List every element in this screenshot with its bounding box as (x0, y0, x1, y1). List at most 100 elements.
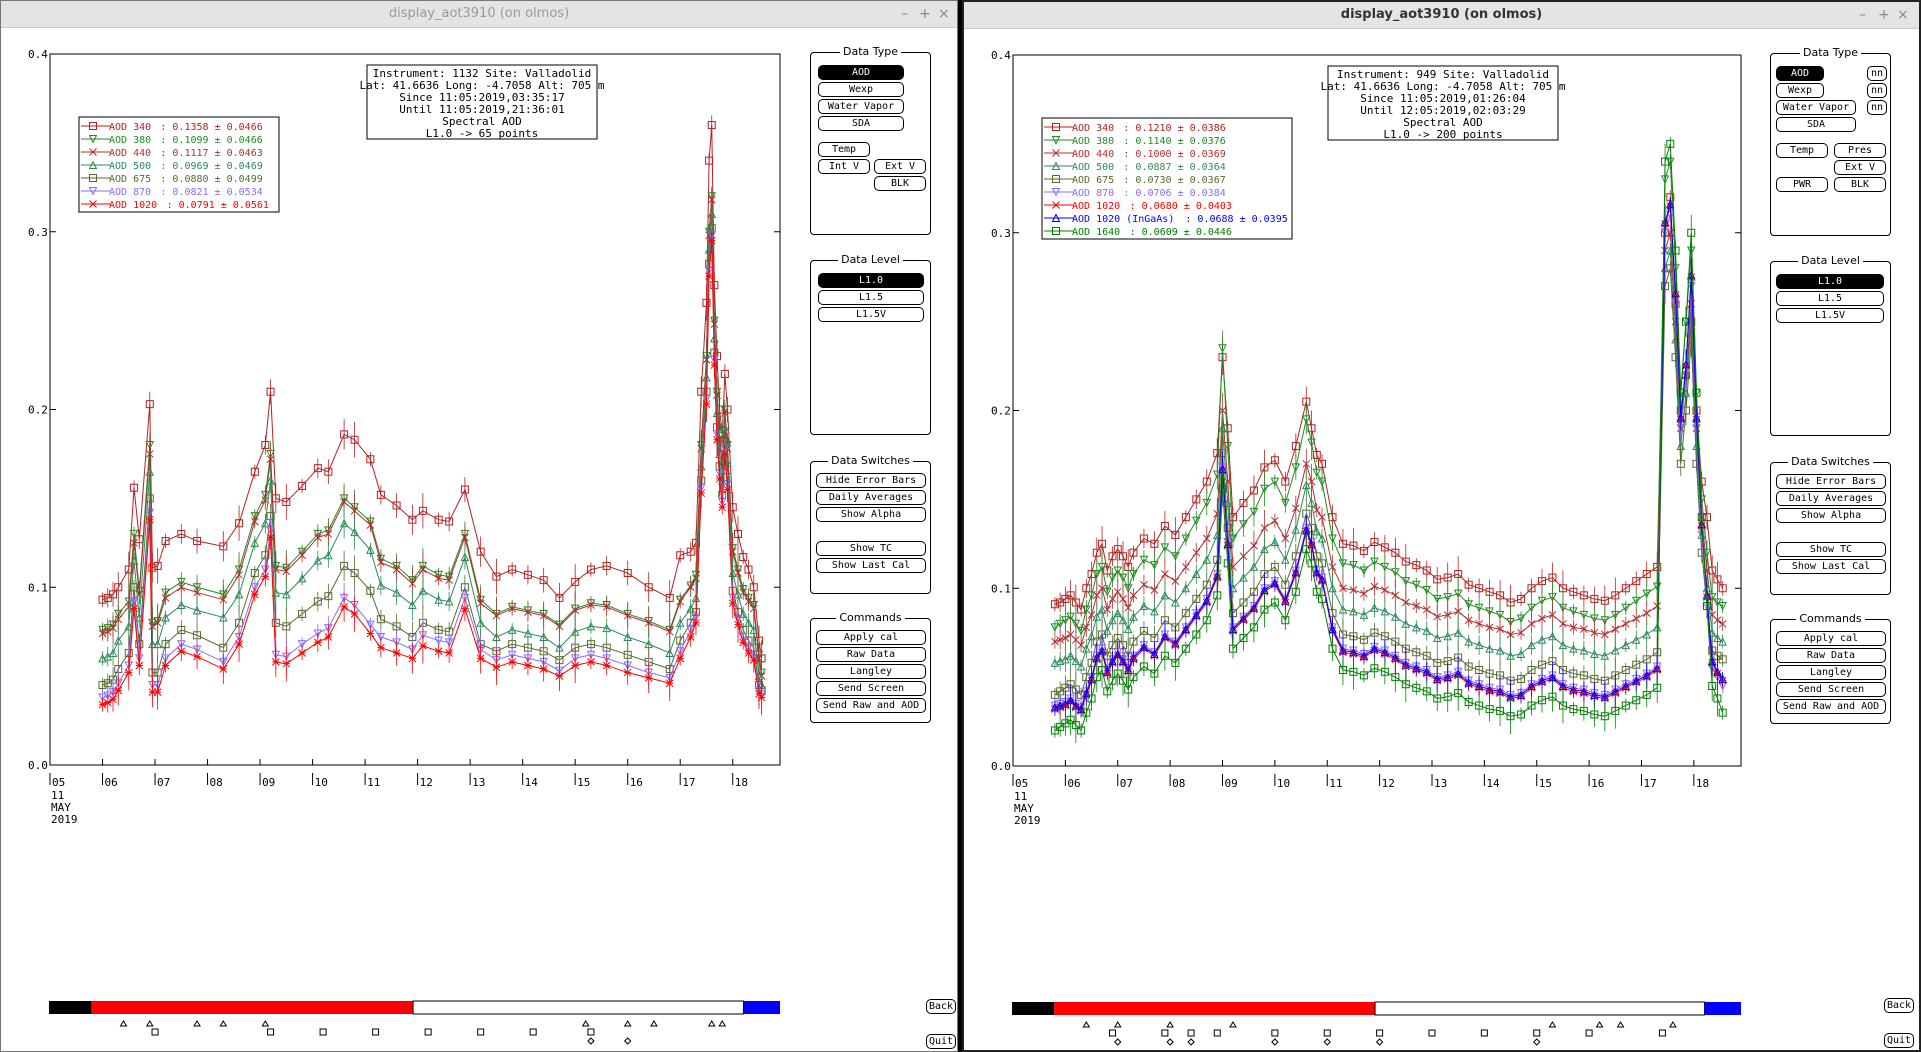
data-point (89, 174, 97, 182)
nn-button[interactable]: nn (1867, 66, 1887, 81)
daily-averages-button[interactable]: Daily Averages (816, 490, 926, 505)
level-l15-button[interactable]: L1.5 (818, 290, 924, 305)
level-l15v-button[interactable]: L1.5V (1776, 308, 1884, 323)
data-point (1077, 641, 1085, 649)
data-point (1718, 619, 1727, 628)
send-raw-aod-button[interactable]: Send Raw and AOD (816, 698, 926, 713)
maximize-icon[interactable]: + (1878, 7, 1890, 23)
data-point (129, 529, 139, 539)
data-point (1181, 609, 1190, 618)
measurement-marker (319, 1028, 327, 1036)
maximize-icon[interactable]: + (919, 6, 931, 22)
send-screen-button[interactable]: Send Screen (1776, 682, 1886, 697)
minimize-icon[interactable]: – (1859, 7, 1866, 23)
data-point (539, 611, 548, 620)
data-point (707, 209, 717, 218)
show-tc-button[interactable]: Show TC (1776, 542, 1886, 557)
raw-data-button[interactable]: Raw Data (816, 647, 926, 662)
pwr-button[interactable]: PWR (1776, 177, 1828, 192)
wexp-button[interactable]: Wexp (1776, 83, 1824, 98)
aod-button[interactable]: AOD (818, 65, 904, 80)
water-vapor-button[interactable]: Water Vapor (818, 99, 904, 114)
send-screen-button[interactable]: Send Screen (816, 681, 926, 696)
langley-button[interactable]: Langley (816, 664, 926, 679)
data-point (266, 387, 275, 396)
langley-button[interactable]: Langley (1776, 665, 1886, 680)
sda-button[interactable]: SDA (818, 116, 904, 131)
data-point (1359, 671, 1368, 680)
data-point (1611, 706, 1620, 715)
quit-button[interactable]: Quit (1884, 1033, 1914, 1048)
data-point (602, 623, 612, 633)
data-point (1113, 566, 1123, 576)
data-point (434, 574, 443, 583)
data-point (713, 435, 721, 444)
data-point (1191, 610, 1201, 619)
back-button[interactable]: Back (1884, 998, 1914, 1013)
blk-button[interactable]: BLK (874, 176, 926, 191)
close-icon[interactable]: × (1897, 7, 1909, 23)
data-point (1661, 282, 1670, 291)
minimize-icon[interactable]: – (901, 6, 908, 22)
data-point (434, 515, 443, 524)
data-point (623, 611, 632, 620)
temp-button[interactable]: Temp (818, 142, 870, 157)
data-point (1218, 344, 1227, 353)
data-point (602, 561, 611, 570)
hide-error-bars-button[interactable]: Hide Error Bars (816, 473, 926, 488)
quit-button[interactable]: Quit (926, 1034, 956, 1049)
show-last-cal-button[interactable]: Show Last Cal (1776, 559, 1886, 574)
pres-button[interactable]: Pres (1834, 143, 1886, 158)
data-point (492, 572, 501, 581)
back-button[interactable]: Back (926, 999, 956, 1014)
water-vapor-button[interactable]: Water Vapor (1776, 100, 1856, 115)
legend-value: : 0.0887 ± 0.0364 (1123, 162, 1225, 173)
show-alpha-button[interactable]: Show Alpha (816, 507, 926, 522)
measurement-marker (1271, 1029, 1279, 1037)
data-point (602, 654, 612, 663)
hide-error-bars-button[interactable]: Hide Error Bars (1776, 474, 1886, 489)
data-point (1051, 213, 1061, 222)
nn-button[interactable]: nn (1867, 100, 1887, 115)
nn-button[interactable]: nn (1867, 83, 1887, 98)
data-point (313, 533, 322, 542)
ext-v-button[interactable]: Ext V (874, 159, 926, 174)
temp-button[interactable]: Temp (1776, 143, 1828, 158)
aod-button[interactable]: AOD (1776, 66, 1824, 81)
legend-box (1041, 117, 1293, 240)
level-l10-button[interactable]: L1.0 (818, 273, 924, 288)
show-alpha-button[interactable]: Show Alpha (1776, 508, 1886, 523)
x-tick-label: 08 (210, 776, 223, 789)
daily-averages-button[interactable]: Daily Averages (1776, 491, 1886, 506)
wexp-button[interactable]: Wexp (818, 82, 904, 97)
data-point (1249, 623, 1258, 632)
legend-label: AOD 500 (1072, 162, 1114, 173)
sda-button[interactable]: SDA (1776, 117, 1856, 132)
data-point (1171, 552, 1180, 561)
x-tick-label: 12 (1382, 777, 1395, 790)
data-point (1066, 651, 1075, 660)
level-l10-button[interactable]: L1.0 (1776, 274, 1884, 289)
data-point (340, 602, 348, 611)
close-icon[interactable]: × (938, 6, 950, 22)
apply-cal-button[interactable]: Apply cal (1776, 631, 1886, 646)
show-tc-button[interactable]: Show TC (816, 541, 926, 556)
level-l15-button[interactable]: L1.5 (1776, 291, 1884, 306)
data-point (1718, 708, 1727, 717)
send-raw-aod-button[interactable]: Send Raw and AOD (1776, 699, 1886, 714)
data-point (1718, 636, 1727, 646)
blk-button[interactable]: BLK (1834, 177, 1886, 192)
data-point (1632, 577, 1641, 586)
int-v-button[interactable]: Int V (818, 159, 870, 174)
raw-data-button[interactable]: Raw Data (1776, 648, 1886, 663)
data-point (1066, 612, 1075, 622)
data-point (1590, 710, 1599, 719)
ext-v-button[interactable]: Ext V (1834, 160, 1886, 175)
date-day: 11 (1014, 790, 1027, 803)
data-point (1082, 708, 1091, 717)
apply-cal-button[interactable]: Apply cal (816, 630, 926, 645)
legend-value: : 0.0730 ± 0.0367 (1123, 175, 1225, 186)
data-point (1150, 539, 1159, 548)
show-last-cal-button[interactable]: Show Last Cal (816, 558, 926, 573)
level-l15v-button[interactable]: L1.5V (818, 307, 924, 322)
